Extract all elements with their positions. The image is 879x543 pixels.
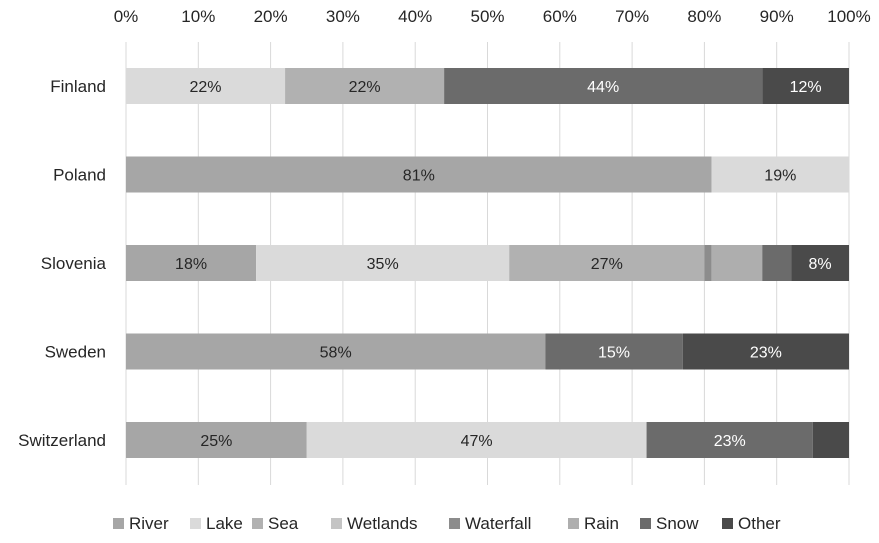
legend-label-other: Other <box>738 514 781 533</box>
bar-slovenia-snow <box>762 245 792 281</box>
data-label-finland-lake: 22% <box>190 79 222 96</box>
legend-label-snow: Snow <box>656 514 699 533</box>
legend-label-rain: Rain <box>584 514 619 533</box>
data-label-poland-lake: 19% <box>764 168 796 185</box>
legend-swatch-sea <box>252 518 263 529</box>
data-label-switzerland-river: 25% <box>200 433 232 450</box>
legend-swatch-wetlands <box>331 518 342 529</box>
x-tick-label-30: 30% <box>326 7 360 26</box>
legend-label-lake: Lake <box>206 514 243 533</box>
bar-finland-lake <box>126 68 286 104</box>
category-label-poland: Poland <box>53 166 106 185</box>
data-label-finland-snow: 44% <box>587 79 619 96</box>
bar-finland-sea <box>285 68 445 104</box>
data-label-switzerland-lake: 47% <box>461 433 493 450</box>
data-label-sweden-snow: 15% <box>598 345 630 362</box>
x-tick-label-60: 60% <box>543 7 577 26</box>
data-label-slovenia-other: 8% <box>809 256 832 273</box>
data-label-slovenia-lake: 35% <box>367 256 399 273</box>
bar-slovenia-waterfall <box>704 245 712 281</box>
bar-switzerland-other <box>812 422 849 458</box>
category-label-switzerland: Switzerland <box>18 431 106 450</box>
legend-label-waterfall: Waterfall <box>465 514 531 533</box>
bar-slovenia-rain <box>711 245 763 281</box>
category-label-finland: Finland <box>50 77 106 96</box>
data-label-slovenia-sea: 27% <box>591 256 623 273</box>
bars: 22% 22% 44% 12% 81% 19% 18% 35% 27% 8% 58% 15% 23% 25… <box>126 68 849 458</box>
bar-finland-snow <box>444 68 763 104</box>
legend: River Lake Sea Wetlands Waterfall Rain Snow Oth… <box>113 514 781 533</box>
data-label-sweden-other: 23% <box>750 345 782 362</box>
data-label-finland-sea: 22% <box>349 79 381 96</box>
bar-switzerland-snow <box>646 422 813 458</box>
bar-slovenia-river <box>126 245 257 281</box>
data-label-poland-river: 81% <box>403 168 435 185</box>
bar-sweden-snow <box>545 333 683 370</box>
x-tick-label-50: 50% <box>470 7 504 26</box>
bar-slovenia-sea <box>509 245 705 281</box>
legend-swatch-snow <box>640 518 651 529</box>
x-tick-label-40: 40% <box>398 7 432 26</box>
bar-poland-river <box>126 156 712 193</box>
legend-swatch-lake <box>190 518 201 529</box>
category-labels: Finland Poland Slovenia Sweden Switzerland <box>18 77 106 450</box>
x-tick-label-70: 70% <box>615 7 649 26</box>
legend-swatch-other <box>722 518 733 529</box>
legend-swatch-river <box>113 518 124 529</box>
data-label-slovenia-river: 18% <box>175 256 207 273</box>
legend-swatch-waterfall <box>449 518 460 529</box>
bar-slovenia-lake <box>256 245 510 281</box>
x-tick-label-10: 10% <box>181 7 215 26</box>
category-label-slovenia: Slovenia <box>41 254 107 273</box>
bar-switzerland-lake <box>306 422 647 458</box>
x-tick-label-0: 0% <box>114 7 139 26</box>
x-axis-ticks: 0% 10% 20% 30% 40% 50% 60% 70% 80% 90% 100% <box>114 7 871 26</box>
bar-switzerland-river <box>126 422 307 458</box>
bar-sweden-river <box>126 333 546 370</box>
bar-finland-other <box>762 68 849 104</box>
bar-poland-lake <box>711 156 849 193</box>
x-tick-label-100: 100% <box>827 7 870 26</box>
legend-swatch-rain <box>568 518 579 529</box>
bar-slovenia-other <box>791 245 849 281</box>
bar-sweden-other <box>682 333 849 370</box>
x-tick-label-20: 20% <box>254 7 288 26</box>
data-label-sweden-river: 58% <box>320 345 352 362</box>
data-label-finland-other: 12% <box>790 79 822 96</box>
legend-label-river: River <box>129 514 169 533</box>
category-label-sweden: Sweden <box>45 343 106 362</box>
legend-label-wetlands: Wetlands <box>347 514 418 533</box>
x-tick-label-80: 80% <box>687 7 721 26</box>
legend-label-sea: Sea <box>268 514 299 533</box>
x-tick-label-90: 90% <box>760 7 794 26</box>
data-label-switzerland-snow: 23% <box>714 433 746 450</box>
